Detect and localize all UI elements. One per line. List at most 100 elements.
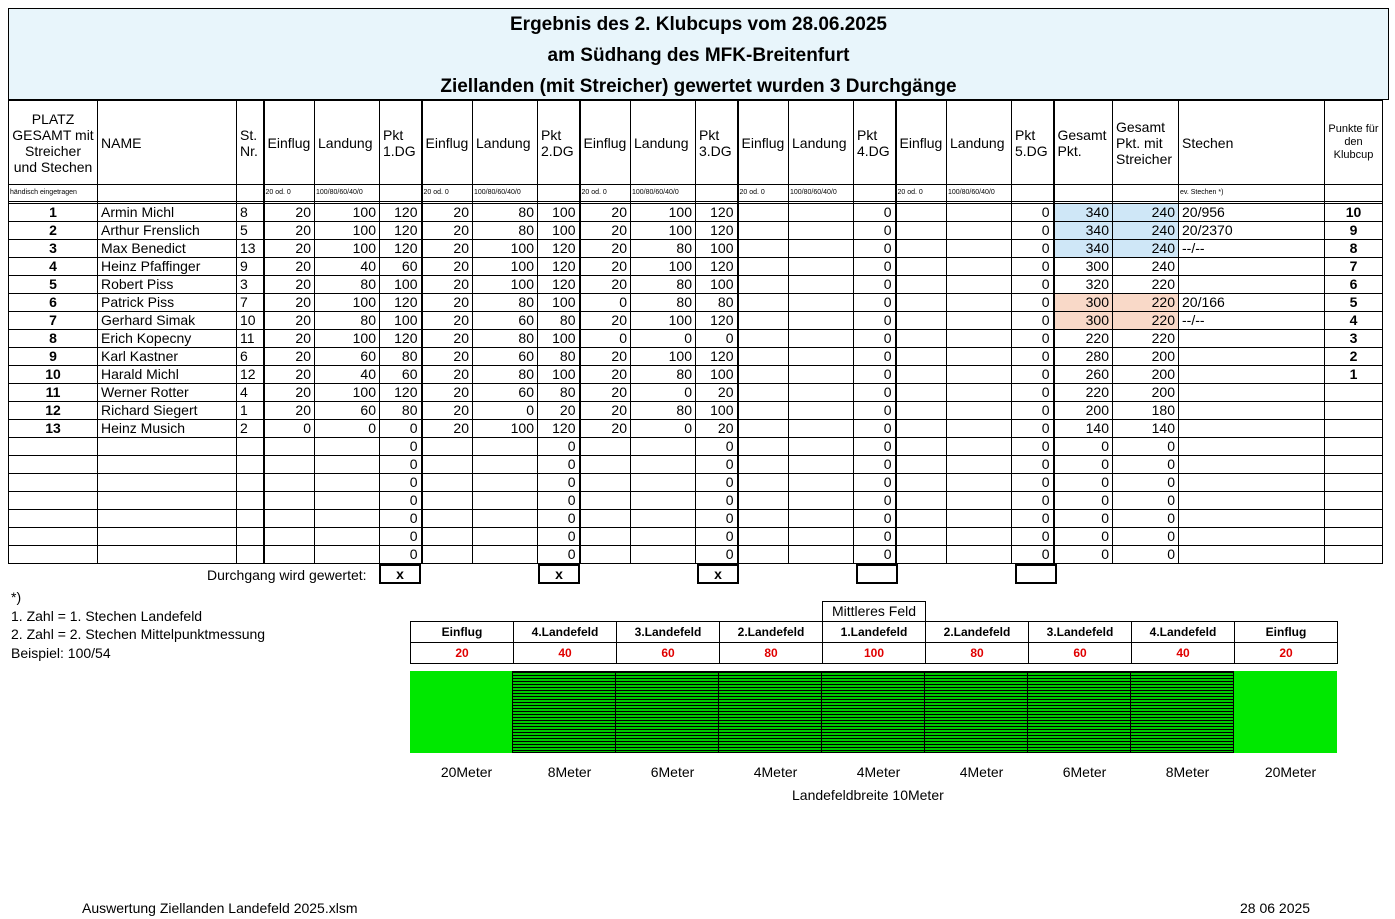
table-cell[interactable]	[894, 383, 947, 402]
table-cell[interactable]: 0	[853, 347, 896, 366]
table-cell[interactable]: 320	[1052, 275, 1113, 294]
table-cell[interactable]: 8	[1324, 239, 1383, 258]
table-cell[interactable]: 6	[236, 347, 264, 366]
table-cell[interactable]	[8, 473, 98, 492]
table-cell[interactable]	[1178, 383, 1325, 402]
table-cell[interactable]	[788, 491, 854, 510]
table-cell[interactable]: 20	[420, 311, 473, 330]
table-cell[interactable]: 0	[1011, 437, 1054, 456]
table-cell[interactable]: 100	[537, 221, 580, 240]
table-cell[interactable]	[788, 455, 854, 474]
table-cell[interactable]	[736, 293, 789, 312]
table-cell[interactable]	[420, 473, 473, 492]
table-cell[interactable]: 10	[8, 365, 98, 384]
table-cell[interactable]: 0	[853, 329, 896, 348]
table-cell[interactable]: 20	[420, 365, 473, 384]
table-cell[interactable]	[578, 473, 631, 492]
table-cell[interactable]	[420, 509, 473, 528]
table-cell[interactable]: 0	[1052, 437, 1113, 456]
table-cell[interactable]: 0	[853, 419, 896, 438]
table-cell[interactable]	[420, 437, 473, 456]
table-cell[interactable]: 100	[537, 329, 580, 348]
table-cell[interactable]	[788, 419, 854, 438]
table-cell[interactable]	[894, 239, 947, 258]
table-cell[interactable]	[894, 545, 947, 564]
table-cell[interactable]	[236, 455, 264, 474]
table-cell[interactable]	[97, 509, 237, 528]
table-cell[interactable]	[630, 437, 696, 456]
table-cell[interactable]: 0	[853, 257, 896, 276]
table-cell[interactable]: Karl Kastner	[97, 347, 237, 366]
table-cell[interactable]: 300	[1052, 257, 1113, 276]
table-cell[interactable]: 100	[379, 275, 422, 294]
table-cell[interactable]: 120	[695, 221, 738, 240]
table-cell[interactable]: 80	[379, 401, 422, 420]
table-cell[interactable]: 120	[379, 239, 422, 258]
table-cell[interactable]: 0	[695, 491, 738, 510]
table-cell[interactable]: 20/166	[1178, 293, 1325, 312]
table-cell[interactable]: 100	[314, 221, 380, 240]
table-cell[interactable]	[578, 455, 631, 474]
table-cell[interactable]: 20	[420, 275, 473, 294]
table-cell[interactable]: 20	[420, 203, 473, 222]
table-cell[interactable]: 0	[1112, 473, 1179, 492]
table-cell[interactable]: 0	[853, 545, 896, 564]
table-cell[interactable]: 0	[262, 419, 315, 438]
table-cell[interactable]	[472, 437, 538, 456]
table-cell[interactable]	[788, 257, 854, 276]
table-cell[interactable]: 20	[262, 401, 315, 420]
table-cell[interactable]: 3	[236, 275, 264, 294]
table-cell[interactable]	[946, 275, 1012, 294]
table-cell[interactable]: 0	[537, 509, 580, 528]
table-cell[interactable]: 0	[578, 293, 631, 312]
table-cell[interactable]: Richard Siegert	[97, 401, 237, 420]
table-cell[interactable]: 0	[1112, 437, 1179, 456]
table-cell[interactable]	[788, 311, 854, 330]
table-cell[interactable]: 100	[314, 383, 380, 402]
table-cell[interactable]	[736, 257, 789, 276]
table-cell[interactable]	[894, 275, 947, 294]
table-cell[interactable]	[736, 221, 789, 240]
table-cell[interactable]: Armin Michl	[97, 203, 237, 222]
table-cell[interactable]	[946, 473, 1012, 492]
table-cell[interactable]: 0	[1052, 473, 1113, 492]
table-cell[interactable]	[736, 347, 789, 366]
table-cell[interactable]	[946, 329, 1012, 348]
table-cell[interactable]: 7	[1324, 257, 1383, 276]
table-cell[interactable]	[314, 509, 380, 528]
table-cell[interactable]	[736, 203, 789, 222]
table-cell[interactable]: 3	[1324, 329, 1383, 348]
table-cell[interactable]: 80	[472, 293, 538, 312]
table-cell[interactable]: 100	[630, 221, 696, 240]
table-cell[interactable]: 20	[420, 347, 473, 366]
table-cell[interactable]: 0	[1011, 203, 1054, 222]
table-cell[interactable]: 80	[630, 401, 696, 420]
table-cell[interactable]: 0	[379, 419, 422, 438]
table-cell[interactable]: 0	[379, 491, 422, 510]
table-cell[interactable]: 200	[1112, 365, 1179, 384]
table-cell[interactable]: 80	[472, 203, 538, 222]
table-cell[interactable]: 80	[472, 329, 538, 348]
table-cell[interactable]	[736, 419, 789, 438]
table-cell[interactable]: 11	[236, 329, 264, 348]
table-cell[interactable]: 0	[379, 437, 422, 456]
table-cell[interactable]	[736, 545, 789, 564]
table-cell[interactable]: 80	[472, 365, 538, 384]
table-cell[interactable]	[262, 473, 315, 492]
table-cell[interactable]	[262, 437, 315, 456]
table-cell[interactable]: 20	[262, 347, 315, 366]
table-cell[interactable]	[1178, 491, 1325, 510]
table-cell[interactable]	[946, 221, 1012, 240]
table-cell[interactable]	[1178, 365, 1325, 384]
table-cell[interactable]	[1324, 455, 1383, 474]
table-cell[interactable]	[8, 527, 98, 546]
table-cell[interactable]: 0	[379, 473, 422, 492]
table-cell[interactable]	[314, 455, 380, 474]
table-cell[interactable]: 20	[578, 365, 631, 384]
table-cell[interactable]: 40	[314, 365, 380, 384]
table-cell[interactable]	[262, 455, 315, 474]
table-cell[interactable]: 5	[236, 221, 264, 240]
table-cell[interactable]	[894, 347, 947, 366]
table-cell[interactable]: 0	[1052, 509, 1113, 528]
table-cell[interactable]	[236, 545, 264, 564]
